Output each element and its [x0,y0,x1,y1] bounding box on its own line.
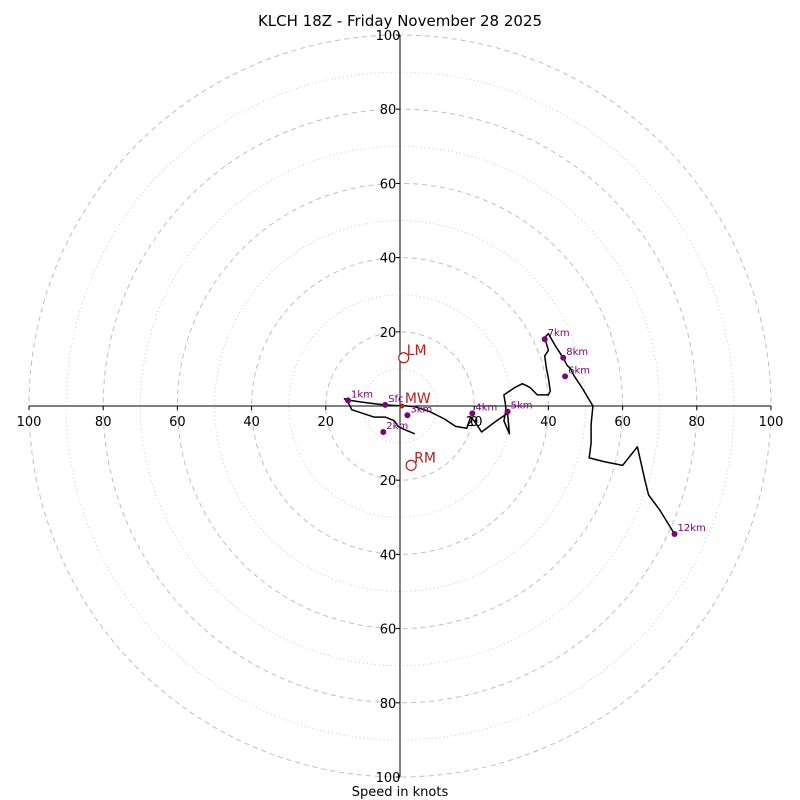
x-tick-label: 60 [614,415,631,430]
height-marker-label: 1km [351,389,373,400]
height-marker-4km [469,410,476,417]
surface-marker [382,401,389,408]
hodograph-trace-line [343,332,676,535]
height-marker-label: 4km [475,402,497,413]
x-tick-label: 20 [318,415,335,430]
y-tick-label: 60 [380,177,397,192]
height-marker-12km [671,530,678,537]
x-tick-label: 100 [759,415,784,430]
height-marker-label: 3km [410,404,432,415]
storm-motion-lm [398,352,410,364]
surface-marker-label: Sfc [388,394,403,405]
zero-tick-label: 0 [470,415,478,430]
y-tick-label: 80 [380,697,397,712]
x-tick-label: 40 [540,415,557,430]
height-marker-6km [562,373,569,380]
y-tick-label: 20 [380,326,397,341]
storm-motions: LM RM MW [398,343,436,471]
tick-labels: 100 80 60 40 20 20 40 60 80 100 100 80 60 40 20 20 40 60 8… [17,29,784,786]
height-marker-label: 6km [568,365,590,376]
y-tick-label: 100 [376,771,401,786]
y-tick-label: 100 [376,29,401,44]
storm-motion-label: RM [414,450,436,466]
height-marker-2km [380,428,387,435]
wind-trace [343,332,676,535]
chart-title: KLCH 18Z - Friday November 28 2025 [258,12,542,30]
x-tick-label: 100 [17,415,42,430]
height-marker-1km [345,397,352,404]
y-tick-label: 20 [380,474,397,489]
storm-motion-label: MW [405,391,431,407]
x-tick-label: 80 [689,415,706,430]
x-tick-label: 80 [95,415,112,430]
height-marker-label: 2km [386,421,408,432]
height-marker-label: 5km [511,401,533,412]
height-marker-3km [404,412,411,419]
y-tick-label: 40 [380,548,397,563]
height-marker-5km [504,408,511,415]
x-tick-label: 40 [243,415,260,430]
height-marker-label: 7km [548,328,570,339]
height-marker-label: 8km [566,347,588,358]
x-tick-label: 20 [466,415,483,430]
height-marker-8km [560,354,567,361]
x-tick-label: 60 [169,415,186,430]
height-marker-7km [541,336,548,343]
height-marker-label: 12km [678,523,706,534]
x-axis-label: Speed in knots [352,785,449,800]
y-tick-label: 60 [380,623,397,638]
storm-motion-rm [405,459,417,471]
mean-wind-marker [399,403,405,409]
storm-motion-label: LM [407,343,427,359]
y-tick-label: 40 [380,252,397,267]
y-tick-label: 80 [380,103,397,118]
